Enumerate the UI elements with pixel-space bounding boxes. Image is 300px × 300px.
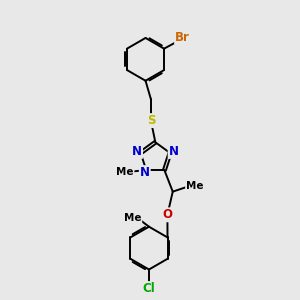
Text: N: N <box>169 145 178 158</box>
Text: Me: Me <box>116 167 134 177</box>
Text: N: N <box>140 166 150 179</box>
Text: Me: Me <box>124 213 141 224</box>
Text: O: O <box>162 208 172 221</box>
Text: Br: Br <box>175 31 190 44</box>
Text: S: S <box>147 114 155 127</box>
Text: N: N <box>132 145 142 158</box>
Text: Me: Me <box>186 181 203 191</box>
Text: Cl: Cl <box>142 282 155 295</box>
